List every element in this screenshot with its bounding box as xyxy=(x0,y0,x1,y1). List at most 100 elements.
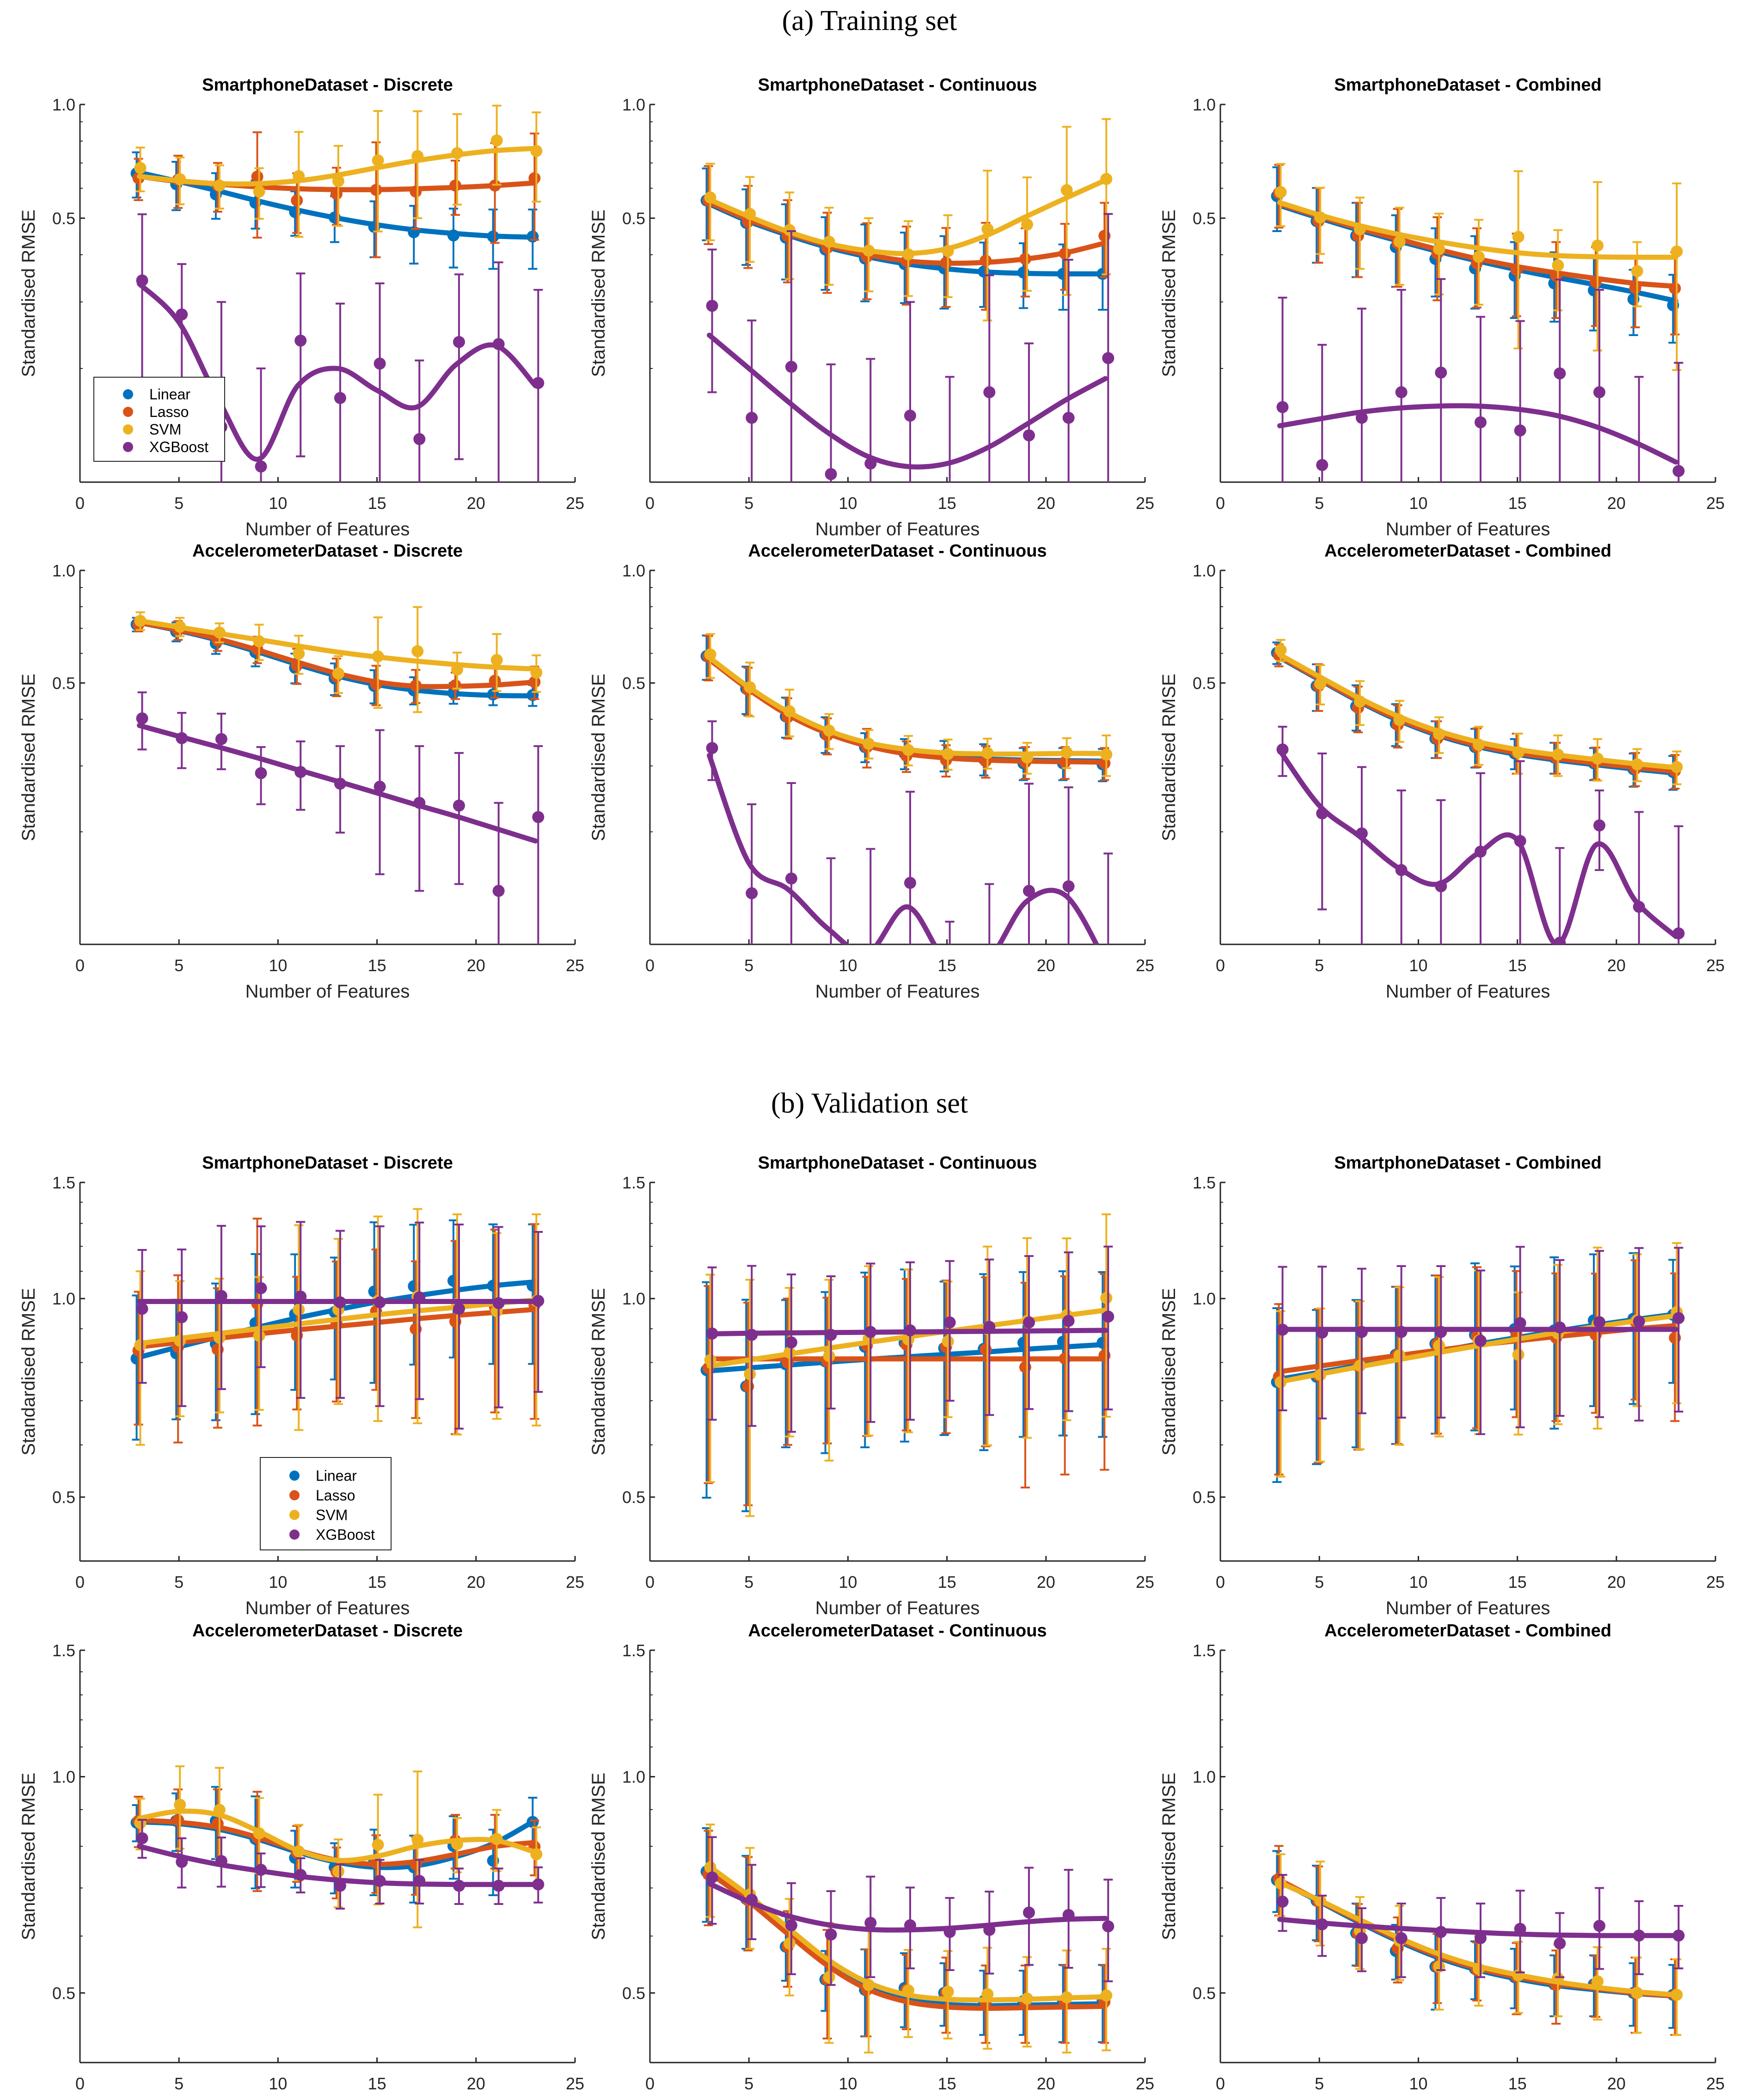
data-point xyxy=(174,1799,186,1811)
data-point xyxy=(1433,243,1445,255)
x-tick-label: 5 xyxy=(174,494,184,513)
x-tick-label: 10 xyxy=(269,1573,287,1592)
data-point xyxy=(1669,282,1681,294)
x-tick-label: 20 xyxy=(467,2074,485,2093)
x-tick-label: 20 xyxy=(467,494,485,513)
data-point xyxy=(785,361,797,373)
data-point xyxy=(532,811,545,823)
data-point xyxy=(1671,245,1683,258)
y-tick-label: 0.5 xyxy=(1193,209,1216,228)
data-point xyxy=(370,184,382,196)
y-axis-label: Standardised RMSE xyxy=(1159,209,1179,377)
data-point xyxy=(213,1332,226,1344)
x-tick-label: 15 xyxy=(368,494,386,513)
data-point xyxy=(1514,424,1526,437)
legend-label-linear: Linear xyxy=(316,1467,357,1484)
data-point xyxy=(744,1368,756,1380)
plot-area xyxy=(1271,1845,1685,2036)
data-point xyxy=(1102,1310,1114,1323)
x-tick-label: 10 xyxy=(1409,494,1427,513)
x-axis-label: Number of Features xyxy=(1386,981,1550,1002)
series-xgboost xyxy=(706,1245,1114,1433)
data-point xyxy=(176,732,188,744)
data-point xyxy=(1633,493,1645,505)
data-point xyxy=(1631,1987,1643,1999)
data-point xyxy=(492,338,505,350)
data-point xyxy=(785,1336,797,1349)
legend-marker-linear xyxy=(289,1470,300,1481)
data-point xyxy=(825,1929,837,1941)
data-point xyxy=(213,626,226,639)
panel-title: AccelerometerDataset - Continuous xyxy=(748,1621,1047,1641)
data-point xyxy=(1591,752,1604,765)
y-tick-label: 1.0 xyxy=(622,1768,645,1787)
data-point xyxy=(746,887,758,900)
plot-area xyxy=(700,1823,1114,2054)
data-point xyxy=(1355,827,1368,839)
legend-label-linear: Linear xyxy=(149,386,190,403)
data-point xyxy=(1353,223,1366,236)
y-tick-label: 1.5 xyxy=(1193,1641,1216,1660)
panel-train-acc-combined: AccelerometerDataset - Combined 0 5 10 15 20 2… xyxy=(1159,541,1725,1002)
data-point xyxy=(1435,1926,1447,1938)
legend: Linear Lasso SVM XGBoost xyxy=(260,1457,392,1550)
data-point xyxy=(453,336,465,348)
data-point xyxy=(1353,695,1366,708)
series-linear xyxy=(130,151,539,270)
data-point xyxy=(1474,416,1487,429)
data-point xyxy=(1512,1969,1525,1982)
data-point xyxy=(1276,743,1289,756)
data-point xyxy=(783,1347,796,1359)
legend-marker-lasso xyxy=(123,407,133,417)
series-xgboost xyxy=(706,720,1114,977)
data-point xyxy=(532,377,545,389)
data-point xyxy=(532,1878,545,1891)
data-point xyxy=(1023,885,1035,897)
data-point xyxy=(863,245,875,257)
x-tick-label: 10 xyxy=(1409,2074,1427,2093)
series-lasso xyxy=(132,1218,541,1444)
data-point xyxy=(487,230,499,243)
x-tick-label: 10 xyxy=(839,956,857,975)
data-point xyxy=(134,1339,147,1351)
data-point xyxy=(1060,184,1073,196)
data-point xyxy=(785,872,797,885)
data-point xyxy=(413,796,426,809)
data-point xyxy=(334,1296,346,1309)
x-tick-label: 25 xyxy=(1136,1573,1154,1592)
data-point xyxy=(704,648,716,661)
data-point xyxy=(1633,900,1645,913)
data-point xyxy=(943,1926,956,1938)
data-point xyxy=(1672,1929,1685,1942)
y-tick-label: 0.5 xyxy=(1193,1488,1216,1507)
data-point xyxy=(374,1875,386,1887)
data-point xyxy=(293,648,305,660)
data-point xyxy=(528,172,541,184)
y-tick-label: 1.5 xyxy=(1193,1173,1216,1192)
panel-title: AccelerometerDataset - Combined xyxy=(1324,541,1611,561)
panel-title: AccelerometerDataset - Discrete xyxy=(192,541,463,561)
data-point xyxy=(1514,1317,1526,1329)
data-point xyxy=(1276,1895,1289,1908)
data-point xyxy=(411,1834,424,1846)
data-point xyxy=(413,1875,426,1887)
data-point xyxy=(1474,845,1487,858)
data-point xyxy=(1512,1348,1525,1361)
x-tick-label: 5 xyxy=(744,2074,753,2093)
series-xgboost xyxy=(1276,1874,1685,1978)
series-lasso xyxy=(702,1830,1111,2044)
data-point xyxy=(1355,1932,1368,1944)
x-axis-label: Number of Features xyxy=(1386,1598,1550,1618)
panel-title: AccelerometerDataset - Combined xyxy=(1324,1621,1611,1641)
series-xgboost xyxy=(1276,726,1685,944)
x-tick-label: 5 xyxy=(744,956,753,975)
series-lasso xyxy=(702,1273,1111,1506)
data-point xyxy=(172,1814,184,1826)
panel-title: SmartphoneDataset - Continuous xyxy=(758,75,1037,95)
data-point xyxy=(864,955,876,967)
data-point xyxy=(1021,751,1033,764)
data-point xyxy=(983,965,995,977)
data-point xyxy=(1019,253,1031,265)
data-point xyxy=(1102,965,1114,977)
data-point xyxy=(1100,1989,1113,2002)
